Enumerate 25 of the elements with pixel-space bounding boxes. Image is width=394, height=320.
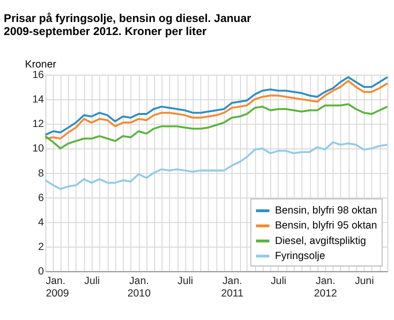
y-tick-label: 0	[38, 266, 44, 278]
x-tick-label: Juli	[270, 276, 286, 287]
y-tick-label: 14	[32, 94, 44, 106]
y-axis-title: Kroner	[25, 60, 57, 71]
x-tick-label: Juli	[178, 276, 194, 287]
legend-label: Bensin, blyfri 95 oktan	[274, 220, 378, 232]
legend-label: Diesel, avgiftspliktig	[274, 236, 366, 247]
x-tick-label: Jan. 2009	[46, 276, 70, 300]
y-tick-label: 8	[38, 168, 44, 180]
x-tick-label: Jan. 2012	[314, 276, 338, 300]
y-tick-label: 2	[38, 242, 44, 253]
line-series	[44, 141, 388, 190]
y-tick-label: 16	[32, 70, 44, 81]
x-tick-label: Jan. 2010	[128, 276, 151, 300]
y-tick-label: 4	[38, 217, 44, 228]
x-tick-label: Jan. 2011	[221, 276, 244, 300]
x-tick-label: Juni	[354, 276, 374, 287]
chart-title: Prisar på fyringsolje, bensin og diesel. Januar 2009-september 2012. Kroner per liter	[4, 12, 252, 38]
legend-label: Fyringsolje	[274, 250, 326, 262]
y-tick-label: 12	[32, 119, 44, 130]
y-tick-label: 10	[32, 144, 44, 155]
x-tick-label: Juli	[84, 276, 100, 287]
legend-label: Bensin, blyfri 98 oktan	[274, 206, 378, 217]
line-series	[44, 103, 388, 150]
y-tick-label: 6	[38, 192, 44, 204]
